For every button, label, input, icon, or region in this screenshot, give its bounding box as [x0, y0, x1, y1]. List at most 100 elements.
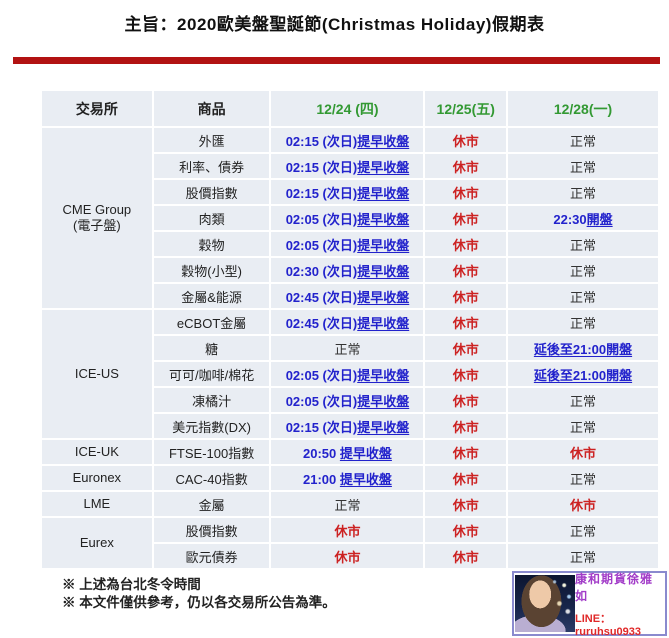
table-row: 穀物(小型) 02:30 (次日)提早收盤 休市 正常 [42, 258, 658, 282]
product-cell: eCBOT金屬 [153, 310, 270, 334]
profile-photo [515, 575, 575, 632]
page: 主旨：2020歐美盤聖誕節(Christmas Holiday)假期表 交易所 … [0, 10, 669, 638]
status-underlined-text: 提早收盤 [357, 315, 410, 331]
status-cell: 正常 [507, 466, 658, 490]
col-header-exchange: 交易所 [42, 91, 152, 126]
status-cell: 正常 [271, 492, 424, 516]
status-cell: 休市 [271, 544, 424, 568]
title-divider [13, 57, 660, 64]
status-cell: 休市 [425, 232, 506, 256]
status-cell: 正常 [507, 518, 658, 542]
footnote-disclaimer: ※ 本文件僅供參考，仍以各交易所公告為準。 [62, 595, 336, 611]
col-header-date-1228: 12/28(一) [507, 91, 658, 126]
status-cell: 正常 [507, 388, 658, 412]
status-cell: 02:05 (次日)提早收盤 [271, 206, 424, 230]
table-row: 凍橘汁 02:05 (次日)提早收盤 休市 正常 [42, 388, 658, 412]
status-underlined-text: 提早收盤 [357, 133, 410, 149]
status-cell: 22:30開盤 [507, 206, 658, 230]
exchange-cell: CME Group (電子盤) [42, 128, 152, 308]
col-header-date-1225: 12/25(五) [425, 91, 506, 126]
status-underlined-text: 提早收盤 [357, 419, 410, 435]
status-cell: 正常 [507, 258, 658, 282]
holiday-table: 交易所 商品 12/24 (四) 12/25(五) 12/28(一) CME G… [40, 89, 660, 570]
footnotes: ※ 上述為台北冬令時間 ※ 本文件僅供參考，仍以各交易所公告為準。 [62, 576, 669, 612]
status-cell: 休市 [507, 492, 658, 516]
table-row: LME 金屬 正常 休市 休市 [42, 492, 658, 516]
status-cell: 02:05 (次日)提早收盤 [271, 362, 424, 386]
page-title: 主旨：2020歐美盤聖誕節(Christmas Holiday)假期表 [124, 15, 545, 34]
status-cell: 休市 [425, 258, 506, 282]
product-cell: 金屬&能源 [153, 284, 270, 308]
status-cell: 休市 [507, 440, 658, 464]
status-cell: 02:15 (次日)提早收盤 [271, 128, 424, 152]
product-cell: 股價指數 [153, 518, 270, 542]
status-cell: 02:30 (次日)提早收盤 [271, 258, 424, 282]
status-cell: 休市 [425, 154, 506, 178]
product-cell: 歐元債券 [153, 544, 270, 568]
contact-line-id: LINE：ruruhsu0933 [575, 612, 642, 638]
status-cell: 正常 [271, 336, 424, 360]
table-row: Eurex 股價指數 休市 休市 正常 [42, 518, 658, 568]
status-cell: 休市 [425, 362, 506, 386]
product-cell: 利率、債券 [153, 154, 270, 178]
exchange-cell: ICE-UK [42, 440, 152, 464]
status-cell: 休市 [271, 518, 424, 542]
status-underlined-text: 延後至21:00開盤 [533, 341, 633, 357]
status-cell: 休市 [425, 310, 506, 334]
table-row: 金屬&能源 02:45 (次日)提早收盤 休市 正常 [42, 284, 658, 308]
table-row: 歐元債券 休市 休市 正常 [42, 544, 658, 568]
status-cell: 休市 [425, 414, 506, 438]
product-cell: 可可/咖啡/棉花 [153, 362, 270, 386]
status-cell: 02:15 (次日)提早收盤 [271, 414, 424, 438]
status-cell: 正常 [507, 544, 658, 568]
table-row: 糖正常 休市 延後至21:00開盤 [42, 336, 658, 360]
product-cell: 外匯 [153, 128, 270, 152]
status-cell: 正常 [507, 232, 658, 256]
status-cell: 休市 [425, 128, 506, 152]
status-cell: 延後至21:00開盤 [507, 336, 658, 360]
status-cell: 休市 [425, 336, 506, 360]
status-cell: 休市 [425, 492, 506, 516]
product-cell: 美元指數(DX) [153, 414, 270, 438]
table-row: ICE-US eCBOT金屬 02:45 (次日)提早收盤 休市 正常 [42, 310, 658, 438]
contact-badge: 康和期貨徐雅如 LINE：ruruhsu0933 [512, 570, 667, 638]
status-cell: 21:00 提早收盤 [271, 466, 424, 490]
status-underlined-text: 提早收盤 [357, 185, 410, 201]
product-cell: 凍橘汁 [153, 388, 270, 412]
status-cell: 休市 [425, 284, 506, 308]
status-underlined-text: 延後至21:00開盤 [533, 367, 633, 383]
product-cell: 肉類 [153, 206, 270, 230]
product-cell: FTSE-100指數 [153, 440, 270, 464]
table-row: 利率、債券 02:15 (次日)提早收盤 休市 正常 [42, 154, 658, 178]
status-cell: 正常 [507, 180, 658, 204]
status-cell: 02:05 (次日)提早收盤 [271, 388, 424, 412]
product-cell: 穀物(小型) [153, 258, 270, 282]
table-row: 穀物 02:05 (次日)提早收盤 休市 正常 [42, 232, 658, 256]
status-cell: 02:15 (次日)提早收盤 [271, 154, 424, 178]
status-cell: 02:15 (次日)提早收盤 [271, 180, 424, 204]
status-underlined-text: 提早收盤 [357, 367, 410, 383]
status-cell: 20:50 提早收盤 [271, 440, 424, 464]
status-cell: 正常 [507, 154, 658, 178]
status-cell: 休市 [425, 440, 506, 464]
status-cell: 休市 [425, 518, 506, 542]
status-cell: 休市 [425, 206, 506, 230]
status-cell: 02:05 (次日)提早收盤 [271, 232, 424, 256]
contact-info: 康和期貨徐雅如 LINE：ruruhsu0933 [575, 570, 665, 638]
exchange-cell: Euronex [42, 466, 152, 490]
table-row: 可可/咖啡/棉花 02:05 (次日)提早收盤 休市 延後至21:00開盤 [42, 362, 658, 386]
status-underlined-text: 提早收盤 [357, 211, 410, 227]
status-cell: 休市 [425, 180, 506, 204]
holiday-table-body: CME Group (電子盤) 外匯 02:15 (次日)提早收盤 休市 正常 利率、債券 0… [42, 128, 658, 568]
status-cell: 休市 [425, 388, 506, 412]
status-underlined-text: 提早收盤 [339, 471, 392, 487]
status-cell: 02:45 (次日)提早收盤 [271, 284, 424, 308]
footnote-timezone: ※ 上述為台北冬令時間 [62, 577, 201, 592]
status-cell: 正常 [507, 284, 658, 308]
status-underlined-text: 提早收盤 [357, 289, 410, 305]
table-row: Euronex CAC-40指數 21:00 提早收盤 休市 正常 [42, 466, 658, 490]
contact-name: 康和期貨徐雅如 [575, 571, 654, 603]
status-cell: 正常 [507, 414, 658, 438]
status-cell: 休市 [425, 544, 506, 568]
product-cell: 糖 [153, 336, 270, 360]
